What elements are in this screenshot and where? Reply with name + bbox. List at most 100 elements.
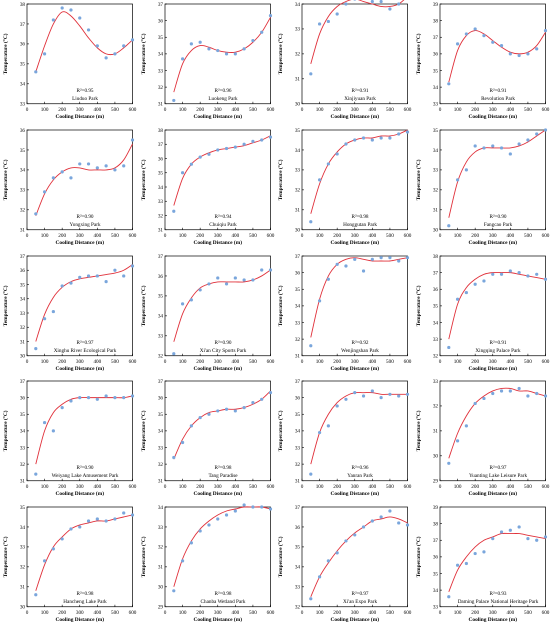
data-point: [216, 148, 219, 151]
data-point: [499, 146, 502, 149]
data-point: [242, 47, 245, 50]
x-tick-label: 300: [213, 610, 221, 616]
data-point: [131, 395, 134, 398]
data-point: [543, 277, 546, 280]
x-tick-label: 600: [129, 107, 137, 113]
data-point: [388, 7, 391, 10]
y-tick-label: 37: [20, 253, 26, 259]
y-tick-label: 33: [432, 102, 438, 108]
park-name-label: Wenjingshan Park: [341, 347, 379, 353]
x-axis-label: Cooling Distance (m): [193, 113, 242, 120]
data-point: [43, 559, 46, 562]
y-tick-label: 32: [432, 353, 438, 359]
data-point: [406, 393, 409, 396]
y-tick-label: 35: [432, 303, 438, 309]
y-tick-label: 30: [295, 227, 301, 233]
data-point: [189, 42, 192, 45]
x-tick-label: 600: [404, 484, 412, 490]
data-point: [455, 297, 458, 300]
data-point: [172, 99, 175, 102]
data-point: [309, 473, 312, 476]
data-point: [380, 0, 383, 3]
x-tick-label: 400: [231, 107, 239, 113]
x-tick-label: 500: [386, 358, 394, 364]
data-point: [52, 18, 55, 21]
data-point: [499, 44, 502, 47]
park-name-label: Xinghu River Ecological Park: [54, 347, 117, 353]
r2-label: R²=0.91: [489, 339, 506, 345]
data-point: [105, 280, 108, 283]
y-tick-label: 34: [157, 52, 163, 58]
data-point: [482, 397, 485, 400]
y-tick-label: 38: [157, 128, 163, 134]
data-point: [491, 272, 494, 275]
x-tick-label: 100: [453, 358, 461, 364]
data-point: [224, 513, 227, 516]
data-point: [216, 410, 219, 413]
y-tick-label: 33: [295, 320, 301, 326]
data-point: [380, 515, 383, 518]
x-tick-label: 600: [129, 358, 137, 364]
data-point: [397, 395, 400, 398]
x-tick-label: 400: [506, 610, 514, 616]
data-point: [189, 162, 192, 165]
data-point: [371, 519, 374, 522]
x-tick-label: 0: [438, 610, 441, 616]
r2-label: R²=0.97: [77, 339, 94, 345]
y-tick-label: 31: [157, 102, 163, 108]
data-point: [34, 347, 37, 350]
x-tick-label: 200: [333, 107, 341, 113]
x-axis-label: Cooling Distance (m): [55, 113, 104, 120]
y-tick-label: 32: [295, 462, 301, 468]
x-tick-label: 200: [196, 358, 204, 364]
x-tick-label: 400: [506, 233, 514, 239]
y-tick-label: 36: [157, 273, 163, 279]
x-tick-label: 200: [58, 107, 66, 113]
y-tick-label: 32: [20, 462, 26, 468]
y-tick-label: 34: [157, 429, 163, 435]
y-tick-label: 32: [157, 85, 163, 91]
x-axis-label: Cooling Distance (m): [193, 364, 242, 371]
y-tick-label: 33: [432, 379, 438, 385]
data-point: [105, 164, 108, 167]
x-tick-label: 500: [111, 107, 119, 113]
x-tick-label: 300: [351, 610, 359, 616]
data-point: [318, 431, 321, 434]
y-tick-label: 33: [157, 199, 163, 205]
y-axis-label: Temperature (°C): [277, 285, 284, 326]
y-tick-label: 35: [432, 128, 438, 134]
data-point: [260, 138, 263, 141]
x-tick-label: 0: [163, 358, 166, 364]
data-point: [78, 162, 81, 165]
data-point: [526, 395, 529, 398]
data-point: [43, 52, 46, 55]
park-name-label: Xi'an Expo Park: [343, 599, 377, 605]
data-point: [455, 178, 458, 181]
x-tick-label: 400: [93, 107, 101, 113]
y-tick-label: 32: [157, 545, 163, 551]
y-tick-label: 35: [432, 571, 438, 577]
data-point: [526, 537, 529, 540]
x-tick-label: 500: [524, 107, 532, 113]
data-point: [172, 209, 175, 212]
x-tick-label: 600: [129, 233, 137, 239]
data-point: [34, 70, 37, 73]
data-point: [543, 535, 546, 538]
y-tick-label: 38: [432, 521, 438, 527]
data-point: [336, 12, 339, 15]
data-point: [251, 505, 254, 508]
y-tick-label: 35: [295, 287, 301, 293]
x-tick-label: 600: [266, 233, 274, 239]
data-point: [535, 392, 538, 395]
data-point: [122, 396, 125, 399]
y-tick-label: 34: [432, 320, 438, 326]
x-tick-label: 600: [541, 484, 549, 490]
data-point: [198, 41, 201, 44]
data-point: [473, 552, 476, 555]
x-tick-label: 200: [471, 610, 479, 616]
y-axis-label: Temperature (°C): [415, 285, 422, 326]
